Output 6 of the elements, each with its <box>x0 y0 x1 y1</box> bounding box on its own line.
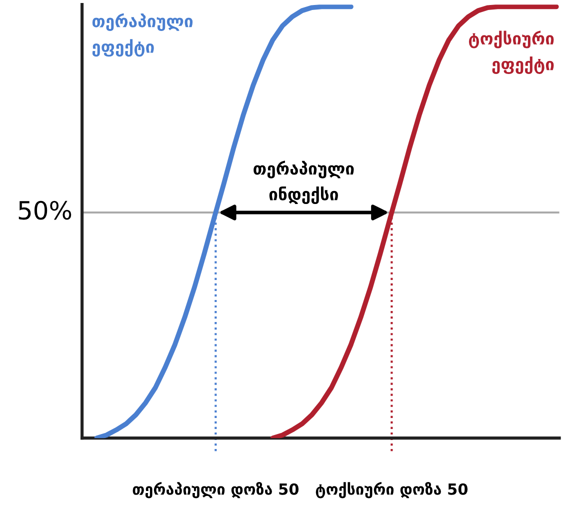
annotation: ტოქსიური ეფექტი <box>468 30 554 74</box>
text: ტოქსიური დოზა 50 <box>316 482 468 498</box>
text: თერაპიული დოზა 50 <box>132 482 299 498</box>
annotation: თერაპიული ეფექტი <box>92 13 193 57</box>
annotation: თერაპიული ინდექსი <box>254 160 354 204</box>
text: 50% <box>18 200 72 220</box>
